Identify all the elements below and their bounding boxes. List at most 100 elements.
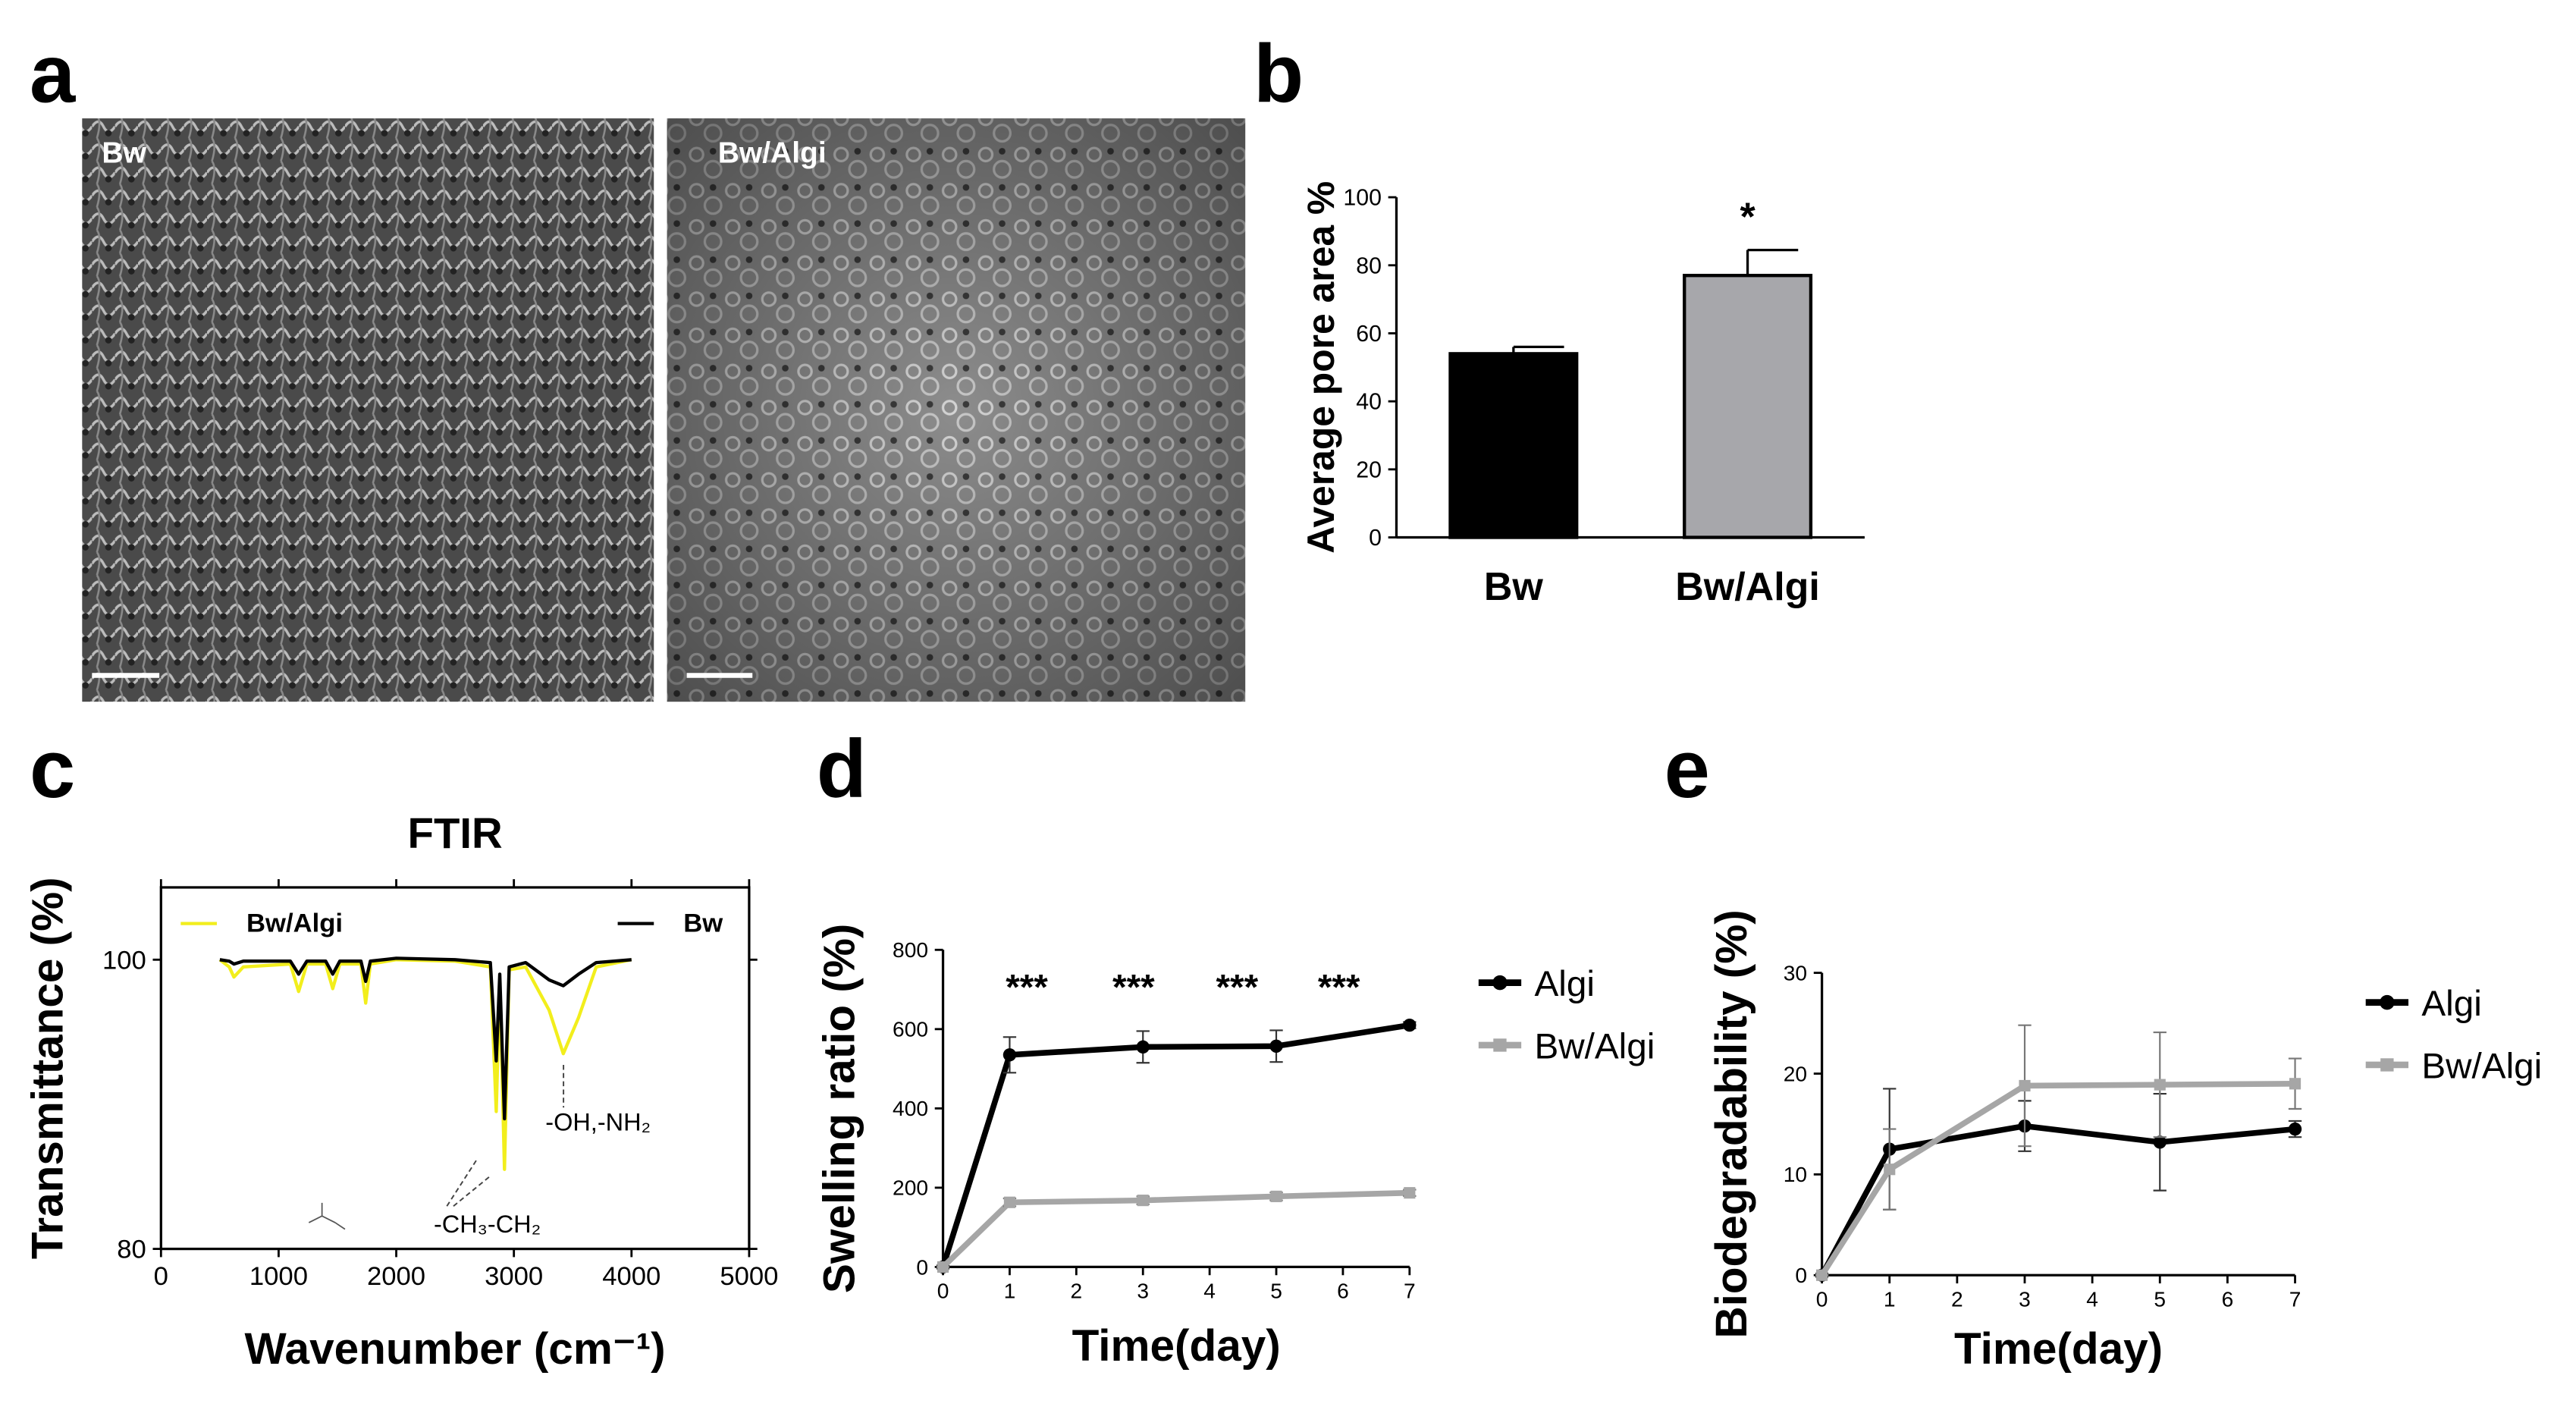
x-tick-label: 6 <box>1337 1280 1349 1303</box>
x-tick-label: 3 <box>2019 1287 2031 1311</box>
x-tick-label: 5 <box>1270 1280 1282 1303</box>
x-tick-label: 3000 <box>485 1262 543 1291</box>
chart-title: FTIR <box>408 809 503 857</box>
annotation-leaders <box>446 1064 565 1207</box>
series-line <box>219 956 632 1121</box>
marker <box>2289 1078 2301 1090</box>
marker <box>1404 1187 1416 1199</box>
y-tick-label: 20 <box>1784 1062 1807 1085</box>
annotation: -OH,-NH₂ <box>545 1109 651 1136</box>
y-tick-label: 10 <box>1784 1163 1807 1186</box>
y-tick-label: 800 <box>893 938 928 962</box>
legend-marker <box>1493 1038 1507 1052</box>
x-tick-label: 0 <box>154 1262 168 1291</box>
image-label: Bw/Algi <box>718 137 827 170</box>
x-tick-label: 2000 <box>367 1262 425 1291</box>
significance-mark: * <box>1740 196 1756 240</box>
marker <box>1137 1195 1149 1207</box>
x-tick-label: 4 <box>1203 1280 1216 1303</box>
x-tick-label: 3 <box>1137 1280 1149 1303</box>
image-label: Bw <box>102 137 146 170</box>
x-tick-label: 2 <box>1071 1280 1083 1303</box>
annotation: *** <box>1216 967 1259 1007</box>
x-tick-label: 7 <box>2289 1287 2301 1311</box>
y-axis-label: Average pore area % <box>1300 181 1342 554</box>
x-tick-label: 6 <box>2222 1287 2234 1311</box>
x-tick-label: 1000 <box>249 1262 308 1291</box>
marker <box>1002 1048 1017 1062</box>
y-axis-label: Transmittance (%) <box>23 877 72 1259</box>
category-label: Bw <box>1484 565 1544 609</box>
marker <box>2019 1079 2031 1092</box>
marker <box>1136 1040 1150 1054</box>
x-axis-label: Time(day) <box>1072 1321 1281 1371</box>
y-axis-label: Biodegradability (%) <box>1707 909 1756 1338</box>
x-tick-label: 5000 <box>720 1262 778 1291</box>
bar <box>1683 274 1813 539</box>
y-tick-label: 0 <box>916 1255 928 1279</box>
marker <box>937 1261 949 1273</box>
y-tick-label: 0 <box>1795 1264 1807 1287</box>
x-axis-label: Time(day) <box>1954 1324 2163 1374</box>
y-axis-label: Swelling ratio (%) <box>815 924 864 1293</box>
legend-marker <box>2380 1058 2394 1072</box>
category-label: Bw/Algi <box>1675 565 1820 609</box>
structure-sketch <box>308 1202 346 1230</box>
y-tick-label: 600 <box>893 1018 928 1041</box>
legend-label: Bw/Algi <box>1534 1026 1655 1066</box>
legend-marker <box>1492 975 1508 991</box>
panel-label: b <box>1253 27 1304 119</box>
x-tick-label: 4 <box>2086 1287 2098 1311</box>
panel-label: a <box>30 27 76 119</box>
y-tick-label: 60 <box>1356 322 1382 347</box>
annotation: *** <box>1318 967 1360 1007</box>
x-tick-label: 1 <box>1004 1280 1016 1303</box>
y-tick-label: 80 <box>117 1236 146 1264</box>
marker <box>1403 1018 1417 1032</box>
x-tick-label: 0 <box>937 1280 949 1303</box>
marker <box>1269 1039 1283 1053</box>
annotation: -CH₃-CH₂ <box>434 1211 541 1238</box>
marker <box>1884 1163 1896 1176</box>
bar <box>1448 352 1579 539</box>
panel-label: d <box>817 723 867 815</box>
series-line <box>1819 1081 2295 1277</box>
x-axis-label: Wavenumber (cm⁻¹) <box>245 1324 666 1374</box>
x-tick-label: 4000 <box>602 1262 660 1291</box>
plot-frame <box>159 886 751 1251</box>
legend-label: Algi <box>2421 984 2481 1024</box>
marker <box>2288 1122 2302 1136</box>
series-line <box>218 958 632 1171</box>
sem-shade <box>667 118 1246 702</box>
y-tick-label: 40 <box>1356 390 1382 415</box>
y-tick-label: 30 <box>1784 961 1807 984</box>
series-line <box>940 1022 1410 1268</box>
x-tick-label: 7 <box>1404 1280 1416 1303</box>
annotation: *** <box>1006 967 1048 1007</box>
sem-image-bw <box>82 118 654 702</box>
annotation: *** <box>1112 967 1155 1007</box>
y-tick-label: 20 <box>1356 457 1382 482</box>
legend-marker <box>2380 994 2395 1010</box>
y-tick-label: 400 <box>893 1097 928 1120</box>
legend-label: Bw/Algi <box>246 909 343 937</box>
x-tick-label: 1 <box>1884 1287 1896 1311</box>
marker <box>1003 1196 1016 1208</box>
legend-label: Bw/Algi <box>2421 1046 2542 1086</box>
y-tick-label: 100 <box>102 946 146 975</box>
panel-label: c <box>30 723 75 815</box>
legend-label: Bw <box>683 909 723 937</box>
panel-label: e <box>1665 723 1710 815</box>
x-tick-label: 5 <box>2154 1287 2166 1311</box>
x-tick-label: 2 <box>1951 1287 1963 1311</box>
y-tick-label: 100 <box>1343 186 1382 211</box>
marker <box>1270 1190 1282 1202</box>
marker <box>2153 1135 2167 1149</box>
y-tick-label: 80 <box>1356 253 1382 278</box>
x-tick-label: 0 <box>1816 1287 1828 1311</box>
marker <box>2154 1079 2166 1091</box>
y-tick-label: 0 <box>1369 526 1382 551</box>
marker <box>1816 1269 1828 1281</box>
